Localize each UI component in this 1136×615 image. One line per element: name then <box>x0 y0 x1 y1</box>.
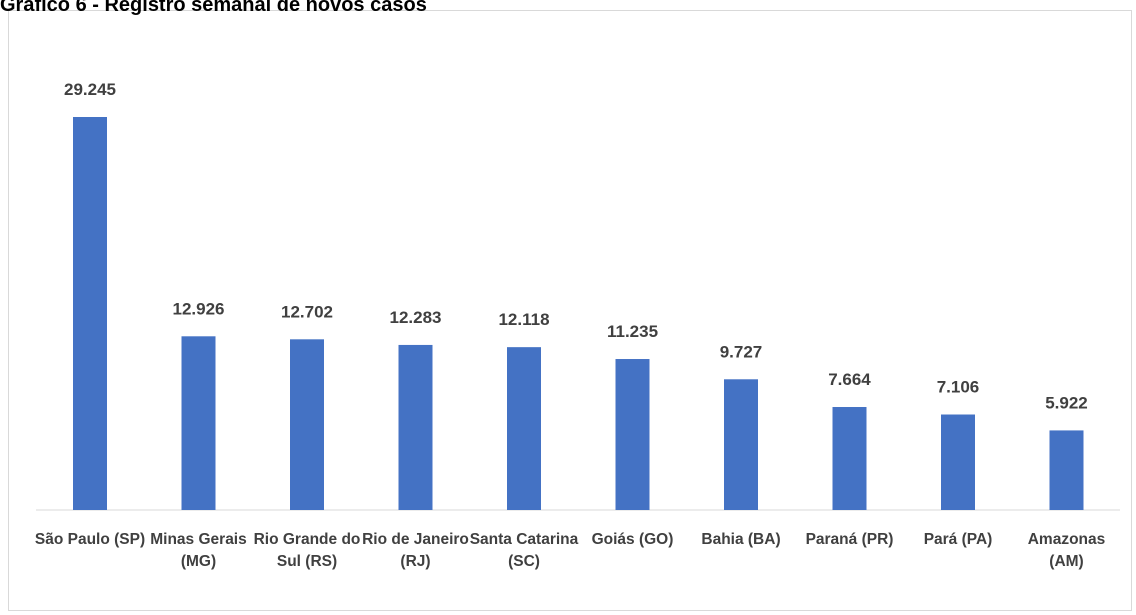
x-tick-label: Paraná (PR) <box>805 531 894 548</box>
x-tick-label: Santa Catarina (SC) <box>469 531 579 570</box>
x-tick-label: Goiás (GO) <box>591 531 674 548</box>
bar <box>507 347 541 510</box>
x-tick-label: Rio Grande do Sul (RS) <box>253 531 361 570</box>
value-label: 29.245 <box>64 80 116 99</box>
bar <box>290 339 324 510</box>
value-label: 12.926 <box>173 299 225 318</box>
x-tick-label: Rio de Janeiro (RJ) <box>362 531 469 570</box>
x-tick-label: Bahia (BA) <box>701 531 781 548</box>
value-label: 9.727 <box>720 342 763 361</box>
bar <box>1049 430 1084 510</box>
bar <box>181 336 216 510</box>
chart-frame <box>8 10 1132 611</box>
bar <box>398 344 433 510</box>
x-tick-label: São Paulo (SP) <box>34 531 146 548</box>
value-label: 7.106 <box>937 378 980 397</box>
value-label: 12.118 <box>498 310 549 329</box>
bar <box>615 359 650 510</box>
x-tick-label: Amazonas (AM) <box>1027 531 1106 570</box>
value-label: 7.664 <box>828 370 871 389</box>
bar <box>73 117 107 510</box>
x-tick-label: Pará (PA) <box>923 531 993 548</box>
chart-title: Gráfico 6 - Registro semanal de novos ca… <box>0 0 427 16</box>
value-label: 11.235 <box>607 322 658 341</box>
value-label: 12.702 <box>281 302 333 321</box>
value-label: 5.922 <box>1045 393 1088 412</box>
value-label: 12.283 <box>390 308 442 327</box>
x-tick-label: Minas Gerais (MG) <box>150 531 247 570</box>
bar <box>724 379 758 510</box>
bar <box>941 414 975 510</box>
bar <box>832 407 867 510</box>
